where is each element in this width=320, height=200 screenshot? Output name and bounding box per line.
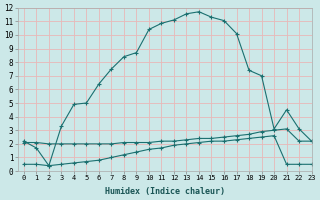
X-axis label: Humidex (Indice chaleur): Humidex (Indice chaleur) — [105, 187, 225, 196]
